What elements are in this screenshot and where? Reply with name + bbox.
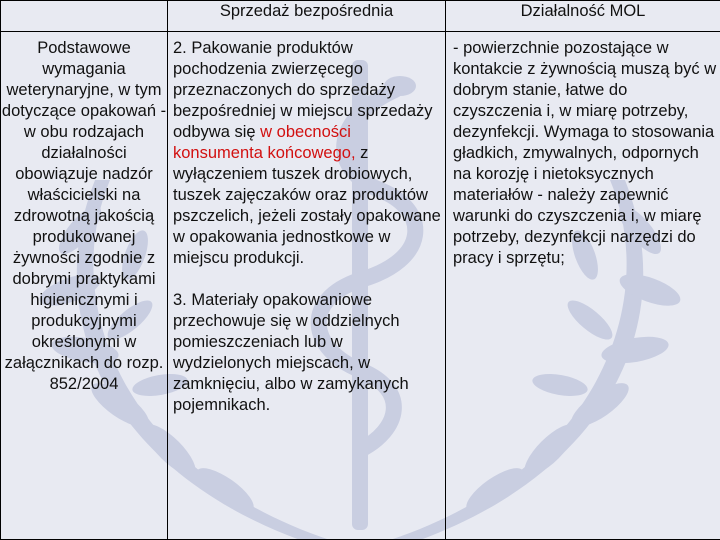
header-direct-sale: Sprzedaż bezpośrednia [167,0,446,32]
materials-paragraph: 3. Materiały opakowaniowe przechowuje si… [173,291,409,414]
mol-activity-cell: - powierzchnie pozostające w kontakcie z… [445,31,720,540]
content-row: Podstawowe wymagania weterynaryjne, w ty… [0,31,720,540]
direct-sale-cell: 2. Pakowanie produktów pochodzenia zwier… [167,31,446,540]
surfaces-text: - powierzchnie pozostające w kontakcie z… [453,39,717,267]
header-empty-cell [0,0,168,32]
packaging-text-start: 2. Pakowanie produktów pochodzenia zwier… [173,39,433,141]
header-row: Sprzedaż bezpośrednia Działalność MOL [0,0,720,32]
header-mol-activity: Działalność MOL [445,0,720,32]
requirements-cell: Podstawowe wymagania weterynaryjne, w ty… [0,31,168,540]
requirements-text: Podstawowe wymagania weterynaryjne, w ty… [1,39,167,393]
packaging-paragraph: 2. Pakowanie produktów pochodzenia zwier… [173,38,443,269]
consumer-presence-highlight: w obecności konsumenta końcowego, [173,123,356,162]
packaging-text-end: z wyłączeniem tuszek drobiowych, tuszek … [173,144,441,267]
